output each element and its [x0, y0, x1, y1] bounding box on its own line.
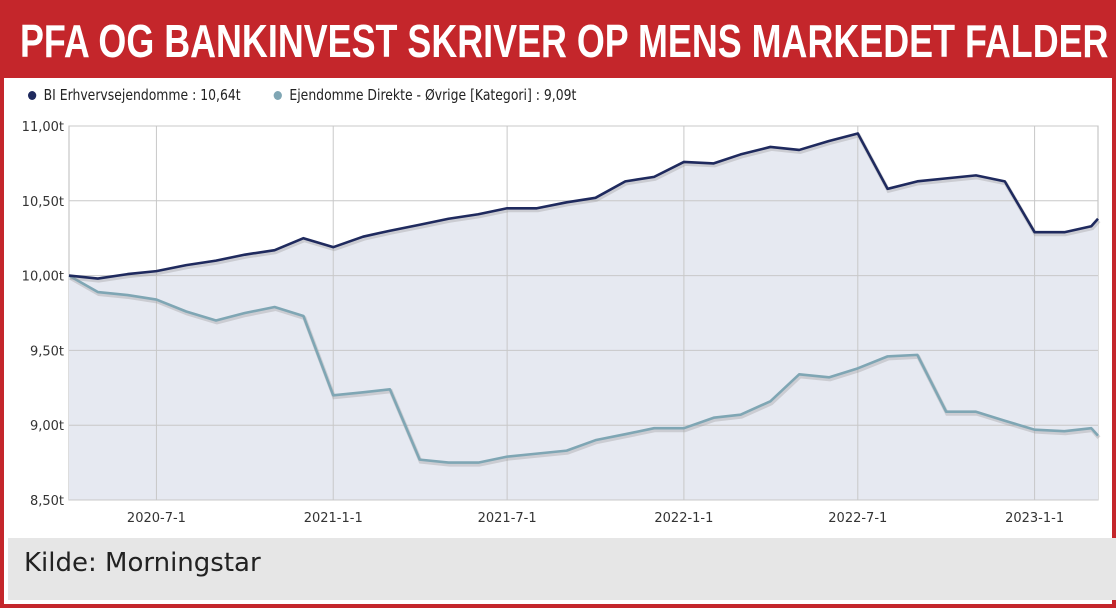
legend: BI Erhvervsejendomme : 10,64t Ejendomme …	[28, 86, 576, 104]
series-line	[68, 132, 1099, 280]
x-tick-label: 2021-1-1	[304, 511, 363, 526]
x-tick-label: 2021-7-1	[478, 511, 537, 526]
y-tick-label: 9,00t	[30, 419, 64, 434]
y-tick-label: 10,50t	[22, 195, 64, 210]
line-chart: 11,00t 10,50t 10,00t 9,50t 9,00t 8,50t 2020-7-…	[22, 120, 1101, 526]
x-tick-label: 2022-7-1	[828, 511, 887, 526]
area-fill	[69, 133, 1098, 501]
x-tick-label: 2020-7-1	[127, 511, 186, 526]
title-bar: PFA OG BANKINVEST SKRIVER OP MENS MARKED…	[4, 0, 1116, 78]
x-tick-label: 2023-1-1	[1005, 511, 1064, 526]
legend-item-category[interactable]: Ejendomme Direkte - Øvrige [Kategori] : …	[273, 86, 577, 104]
series-dot-icon	[273, 90, 283, 100]
series-shadow	[69, 275, 1101, 467]
x-tick-label: 2022-1-1	[654, 511, 713, 526]
legend-item-bi[interactable]: BI Erhvervsejendomme : 10,64t	[28, 86, 241, 104]
y-tick-label: 9,50t	[30, 344, 64, 359]
source-label: Kilde: Morningstar	[24, 548, 261, 578]
y-tick-label: 10,00t	[22, 270, 64, 285]
legend-label: BI Erhvervsejendomme : 10,64t	[43, 86, 241, 104]
legend-label: Ejendomme Direkte - Øvrige [Kategori] : …	[289, 86, 577, 104]
y-tick-label: 8,50t	[30, 494, 64, 509]
y-tick-label: 11,00t	[22, 120, 64, 135]
series-shadow	[69, 133, 1101, 283]
series-dot-icon	[28, 90, 37, 100]
page-title: PFA OG BANKINVEST SKRIVER OP MENS MARKED…	[20, 15, 1109, 67]
series-line	[68, 274, 1099, 464]
footer: Kilde: Morningstar	[8, 538, 1116, 600]
